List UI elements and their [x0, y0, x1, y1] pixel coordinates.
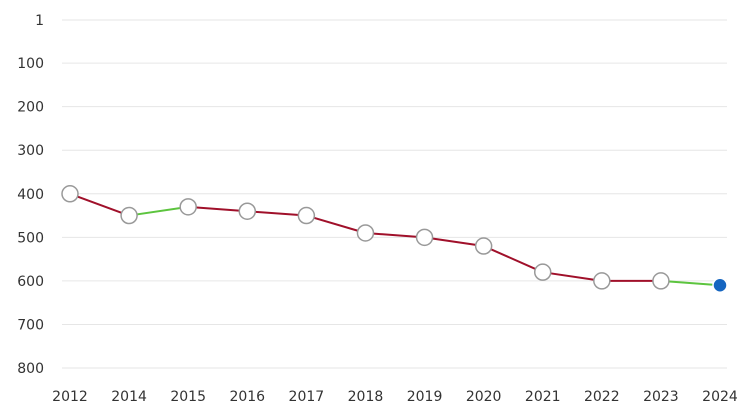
- grid-lines: [62, 19, 727, 369]
- y-tick-label: 400: [17, 187, 44, 203]
- y-tick-label: 800: [17, 361, 44, 377]
- series-segment: [69, 192, 131, 217]
- y-axis: 1 100 200 300 400 500 600 700 800: [17, 13, 44, 377]
- y-tick-label: 700: [17, 317, 44, 333]
- series-segments: [69, 192, 721, 287]
- y-tick-label: 300: [17, 143, 44, 159]
- y-tick-label: 600: [17, 274, 44, 290]
- data-point[interactable]: [593, 272, 611, 290]
- y-tick-label: 200: [17, 100, 44, 116]
- data-point[interactable]: [61, 185, 79, 203]
- series-segment: [305, 214, 367, 234]
- x-tick-label: 2012: [52, 389, 88, 405]
- series-segment: [659, 279, 721, 287]
- x-tick-label: 2017: [289, 389, 325, 405]
- data-point[interactable]: [120, 206, 138, 225]
- y-tick-label: 1: [35, 13, 44, 29]
- data-point[interactable]: [297, 206, 316, 225]
- data-point[interactable]: [652, 272, 670, 290]
- data-point[interactable]: [356, 224, 375, 242]
- series-segment: [128, 205, 190, 217]
- x-tick-label: 2022: [584, 389, 620, 405]
- x-tick-label: 2024: [702, 389, 738, 405]
- data-point[interactable]: [415, 228, 434, 247]
- y-tick-label: 100: [17, 56, 44, 72]
- x-tick-label: 2021: [525, 389, 561, 405]
- x-tick-label: 2015: [170, 389, 206, 405]
- series-segment: [482, 245, 544, 274]
- x-tick-label: 2018: [348, 389, 384, 405]
- series-markers: [61, 185, 728, 293]
- data-point[interactable]: [179, 198, 197, 216]
- x-tick-label: 2019: [407, 389, 443, 405]
- data-point[interactable]: [533, 263, 552, 281]
- series-segment: [246, 210, 308, 217]
- data-point[interactable]: [238, 202, 257, 220]
- series-segment: [423, 236, 485, 248]
- x-tick-label: 2016: [229, 389, 265, 405]
- x-tick-label: 2020: [466, 389, 502, 405]
- x-tick-label: 2014: [111, 389, 147, 405]
- data-point[interactable]: [474, 237, 493, 255]
- current-data-point[interactable]: [712, 277, 728, 293]
- x-tick-label: 2023: [643, 389, 679, 405]
- series-segment: [364, 231, 426, 239]
- series-segment: [187, 205, 249, 213]
- y-tick-label: 500: [17, 230, 44, 246]
- series-segment: [541, 271, 603, 282]
- x-axis: 2012 2014 2015 2016 2017 2018 2019 2020 2021 2022…: [52, 389, 738, 405]
